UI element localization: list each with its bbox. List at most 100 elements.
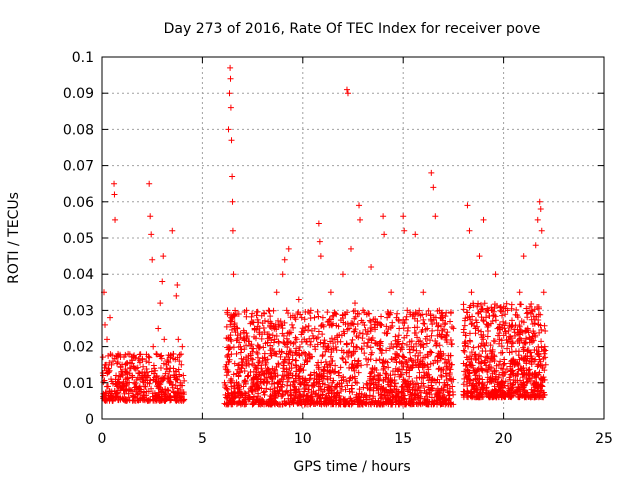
- data-point: [424, 361, 431, 368]
- data-point: [264, 365, 271, 372]
- data-point: [294, 310, 301, 317]
- data-point: [364, 381, 371, 388]
- data-point: [428, 349, 435, 356]
- data-point: [123, 360, 130, 367]
- data-point: [224, 392, 231, 399]
- data-point: [146, 180, 153, 187]
- data-point: [281, 319, 288, 326]
- data-point: [357, 397, 364, 404]
- data-point: [222, 384, 229, 391]
- data-point: [239, 361, 246, 368]
- data-point: [254, 362, 261, 369]
- data-point: [245, 372, 252, 379]
- data-point: [260, 344, 267, 351]
- data-point: [406, 381, 413, 388]
- data-point: [403, 332, 410, 339]
- data-point: [336, 399, 343, 406]
- data-point: [340, 376, 347, 383]
- data-point: [302, 309, 309, 316]
- data-point: [258, 335, 265, 342]
- data-point: [493, 362, 500, 369]
- data-point: [376, 372, 383, 379]
- data-point: [507, 367, 514, 374]
- data-point: [492, 271, 499, 278]
- data-point: [162, 393, 169, 400]
- data-point: [477, 301, 484, 308]
- data-point: [318, 359, 325, 366]
- data-point: [475, 300, 482, 307]
- data-point: [518, 318, 525, 325]
- data-point: [133, 365, 140, 372]
- data-point: [254, 342, 261, 349]
- data-point: [511, 329, 518, 336]
- data-point: [286, 365, 293, 372]
- data-point: [156, 397, 163, 404]
- data-point: [430, 184, 437, 191]
- data-point: [338, 388, 345, 395]
- data-point: [484, 374, 491, 381]
- data-point: [420, 289, 427, 296]
- data-point: [172, 356, 179, 363]
- data-point: [483, 392, 490, 399]
- data-point: [255, 359, 262, 366]
- data-point: [366, 385, 373, 392]
- data-point: [264, 339, 271, 346]
- data-point: [322, 348, 329, 355]
- data-point: [224, 401, 231, 408]
- data-point: [408, 392, 415, 399]
- data-point: [180, 372, 187, 379]
- data-point: [348, 385, 355, 392]
- data-point: [369, 376, 376, 383]
- data-point: [448, 340, 455, 347]
- data-point: [424, 374, 431, 381]
- data-point: [488, 350, 495, 357]
- data-point: [331, 336, 338, 343]
- data-point: [227, 64, 234, 71]
- data-point: [313, 362, 320, 369]
- data-point: [279, 372, 286, 379]
- data-point: [367, 318, 374, 325]
- data-point: [520, 253, 527, 260]
- data-point: [496, 321, 503, 328]
- data-point: [315, 313, 322, 320]
- data-point: [309, 332, 316, 339]
- data-point: [338, 332, 345, 339]
- data-point: [331, 309, 338, 316]
- data-point: [362, 326, 369, 333]
- y-tick-label: 0.07: [63, 159, 94, 175]
- data-point: [339, 354, 346, 361]
- y-tick-label: 0.06: [63, 195, 94, 211]
- data-point: [332, 368, 339, 375]
- data-point: [151, 365, 158, 372]
- data-point: [467, 361, 474, 368]
- data-point: [487, 347, 494, 354]
- data-point: [227, 104, 234, 111]
- data-point: [241, 336, 248, 343]
- data-point: [449, 324, 456, 331]
- data-point: [116, 379, 123, 386]
- data-point: [401, 401, 408, 408]
- data-point: [148, 231, 155, 238]
- data-point: [435, 366, 442, 373]
- data-point: [306, 376, 313, 383]
- data-point: [372, 379, 379, 386]
- data-point: [525, 367, 532, 374]
- data-point: [307, 341, 314, 348]
- data-point: [469, 381, 476, 388]
- data-point: [332, 362, 339, 369]
- data-point: [423, 340, 430, 347]
- data-point: [519, 365, 526, 372]
- data-point: [271, 336, 278, 343]
- data-point: [417, 361, 424, 368]
- data-point: [521, 382, 528, 389]
- data-point: [127, 387, 134, 394]
- data-point: [461, 322, 468, 329]
- data-point: [267, 342, 274, 349]
- data-point: [230, 371, 237, 378]
- data-point: [476, 352, 483, 359]
- data-point: [392, 380, 399, 387]
- data-point: [281, 256, 288, 263]
- data-point: [313, 335, 320, 342]
- data-point: [497, 387, 504, 394]
- data-point: [229, 173, 236, 180]
